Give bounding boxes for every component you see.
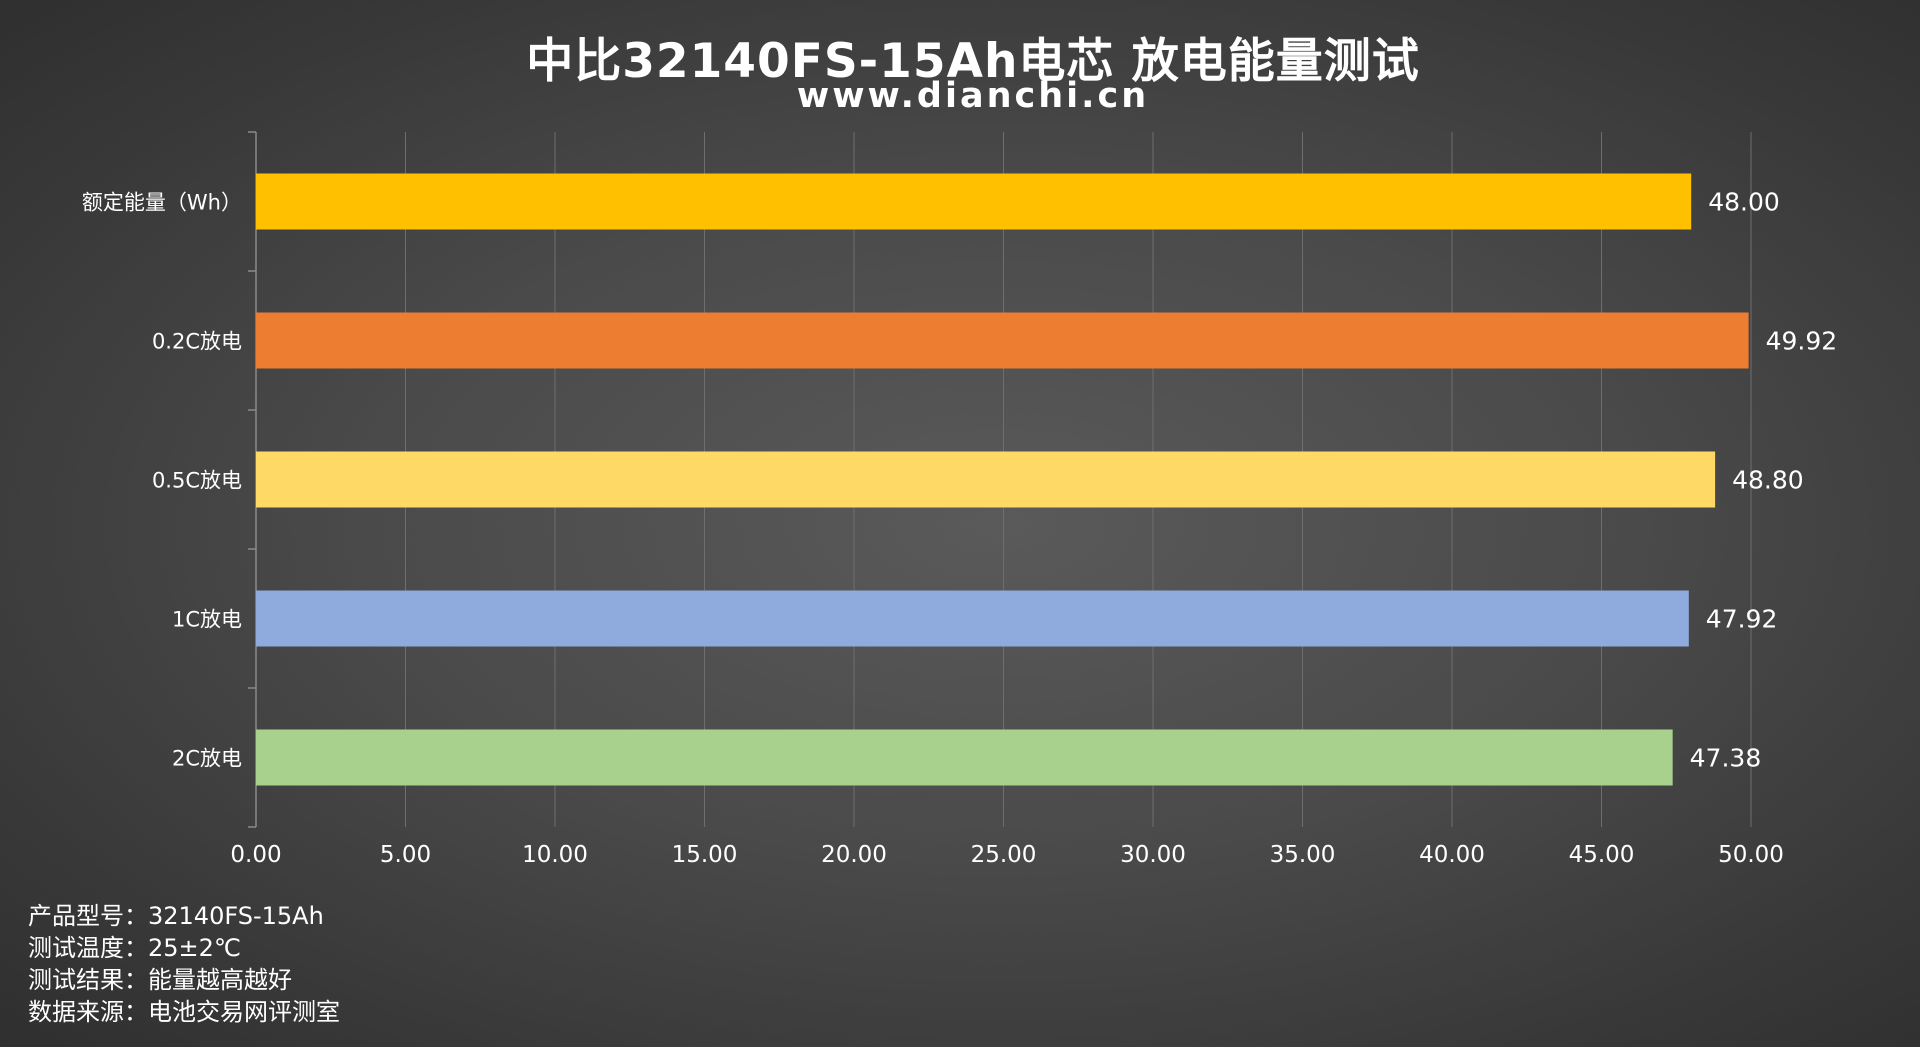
bars xyxy=(256,173,1749,786)
note-label: 测试结果： xyxy=(28,966,148,994)
category-label: 0.2C放电 xyxy=(152,330,242,354)
note-value: 32140FS-15Ah xyxy=(148,902,324,930)
note-label: 产品型号： xyxy=(28,902,148,930)
x-tick-label: 45.00 xyxy=(1569,842,1635,868)
x-tick-label: 50.00 xyxy=(1718,842,1784,868)
labels: 0.00 5.00 10.00 15.00 20.00 25.00 30.00 35.00 40… xyxy=(82,188,1837,869)
note-result: 测试结果：能量越高越好 xyxy=(28,964,340,996)
test-notes: 产品型号：32140FS-15Ah 测试温度：25±2℃ 测试结果：能量越高越好… xyxy=(28,900,340,1028)
category-label: 0.5C放电 xyxy=(152,469,242,493)
bar xyxy=(256,173,1692,230)
chart-subtitle: www.dianchi.cn xyxy=(796,76,1150,116)
category-label: 2C放电 xyxy=(172,747,242,771)
note-temperature: 测试温度：25±2℃ xyxy=(28,932,340,964)
note-value: 25±2℃ xyxy=(148,934,241,962)
value-label: 49.92 xyxy=(1766,327,1838,356)
x-tick-label: 15.00 xyxy=(672,842,738,868)
bar xyxy=(256,729,1673,786)
note-value: 能量越高越好 xyxy=(148,966,292,994)
category-label: 1C放电 xyxy=(172,608,242,632)
x-tick-label: 25.00 xyxy=(971,842,1037,868)
x-tick-label: 40.00 xyxy=(1419,842,1485,868)
x-tick-label: 5.00 xyxy=(380,842,431,868)
note-value: 电池交易网评测室 xyxy=(148,998,340,1026)
note-label: 测试温度： xyxy=(28,934,148,962)
value-label: 48.00 xyxy=(1708,188,1780,217)
bar xyxy=(256,590,1689,647)
category-label: 额定能量（Wh） xyxy=(82,191,242,215)
chart-title: 中比32140FS-15Ah电芯 放电能量测试 xyxy=(526,34,1420,89)
bar xyxy=(256,451,1716,508)
x-tick-label: 30.00 xyxy=(1120,842,1186,868)
x-tick-label: 35.00 xyxy=(1270,842,1336,868)
x-tick-label: 10.00 xyxy=(522,842,588,868)
value-label: 47.92 xyxy=(1706,605,1778,634)
x-tick-label: 0.00 xyxy=(230,842,281,868)
x-tick-label: 20.00 xyxy=(821,842,887,868)
note-label: 数据来源： xyxy=(28,998,148,1026)
value-label: 48.80 xyxy=(1732,466,1804,495)
value-label: 47.38 xyxy=(1690,744,1762,773)
note-model: 产品型号：32140FS-15Ah xyxy=(28,900,340,932)
y-axis xyxy=(248,131,257,828)
note-source: 数据来源：电池交易网评测室 xyxy=(28,996,340,1028)
bar xyxy=(256,312,1749,369)
